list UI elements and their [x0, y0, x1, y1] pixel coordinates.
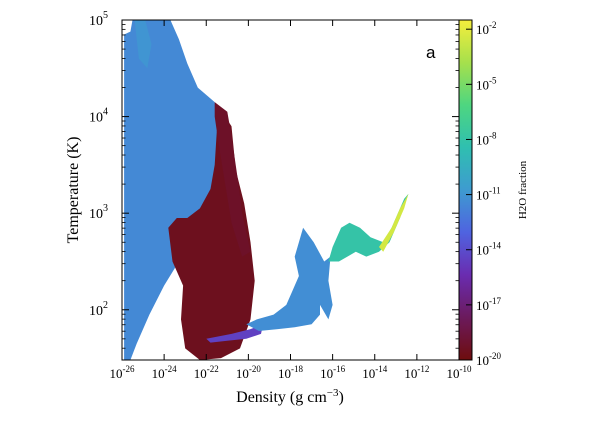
- region-collapse-track: [246, 227, 333, 331]
- y-tick-label: 104: [89, 107, 108, 126]
- colorbar-tick-label: 10-5: [476, 75, 497, 92]
- region-diffuse-warm-gas: [124, 20, 221, 360]
- colorbar-frame: [458, 19, 473, 361]
- colorbar-ticks: 10-2 10-5 10-8 10-11 10-14 10-17 10-20: [466, 20, 501, 368]
- x-tick-label: 10-18: [278, 364, 303, 381]
- x-axis-label: Density (g cm−3): [236, 387, 344, 406]
- y-axis-label: Temperature (K): [65, 137, 82, 244]
- colorbar: 10-2 10-5 10-8 10-11 10-14 10-17 10-20: [458, 19, 501, 368]
- phase-diagram-regions: [124, 20, 409, 360]
- region-high-temperature-plume: [134, 20, 152, 69]
- x-tick-label: 10-24: [152, 364, 177, 381]
- colorbar-tick-label: 10-2: [476, 20, 497, 37]
- x-tick-label: 10-20: [236, 364, 261, 381]
- colorbar-tick-label: 10-14: [476, 241, 501, 258]
- plot-area: [121, 19, 460, 361]
- y-tick-label: 102: [89, 300, 108, 319]
- region-highest-density-tip: [379, 193, 409, 252]
- x-tick-label: 10-26: [110, 364, 135, 381]
- region-warm-dense-envelope: [206, 324, 264, 343]
- x-axis: 10-26 10-24 10-22 10-20 10-18 10-16 10-14 10-12…: [110, 20, 472, 381]
- colorbar-tick-label: 10-20: [476, 351, 501, 368]
- x-tick-label: 10-14: [362, 364, 387, 381]
- panel-label: a: [426, 43, 436, 62]
- colorbar-scale: [459, 20, 472, 360]
- colorbar-label: H2O fraction: [517, 160, 529, 219]
- x-tick-label: 10-12: [404, 364, 429, 381]
- colorbar-tick-label: 10-11: [476, 186, 501, 203]
- y-tick-label: 105: [89, 10, 108, 29]
- x-tick-label: 10-16: [320, 364, 345, 381]
- y-axis: 102 103 104 105: [89, 10, 459, 349]
- colorbar-tick-label: 10-8: [476, 130, 497, 147]
- region-dense-core-track: [328, 193, 409, 262]
- region-hot-dense-ridge: [214, 102, 251, 257]
- x-tick-label: 10-22: [194, 364, 219, 381]
- colorbar-tick-label: 10-17: [476, 296, 501, 313]
- x-tick-label: 10-10: [447, 364, 472, 381]
- y-tick-label: 103: [89, 203, 108, 222]
